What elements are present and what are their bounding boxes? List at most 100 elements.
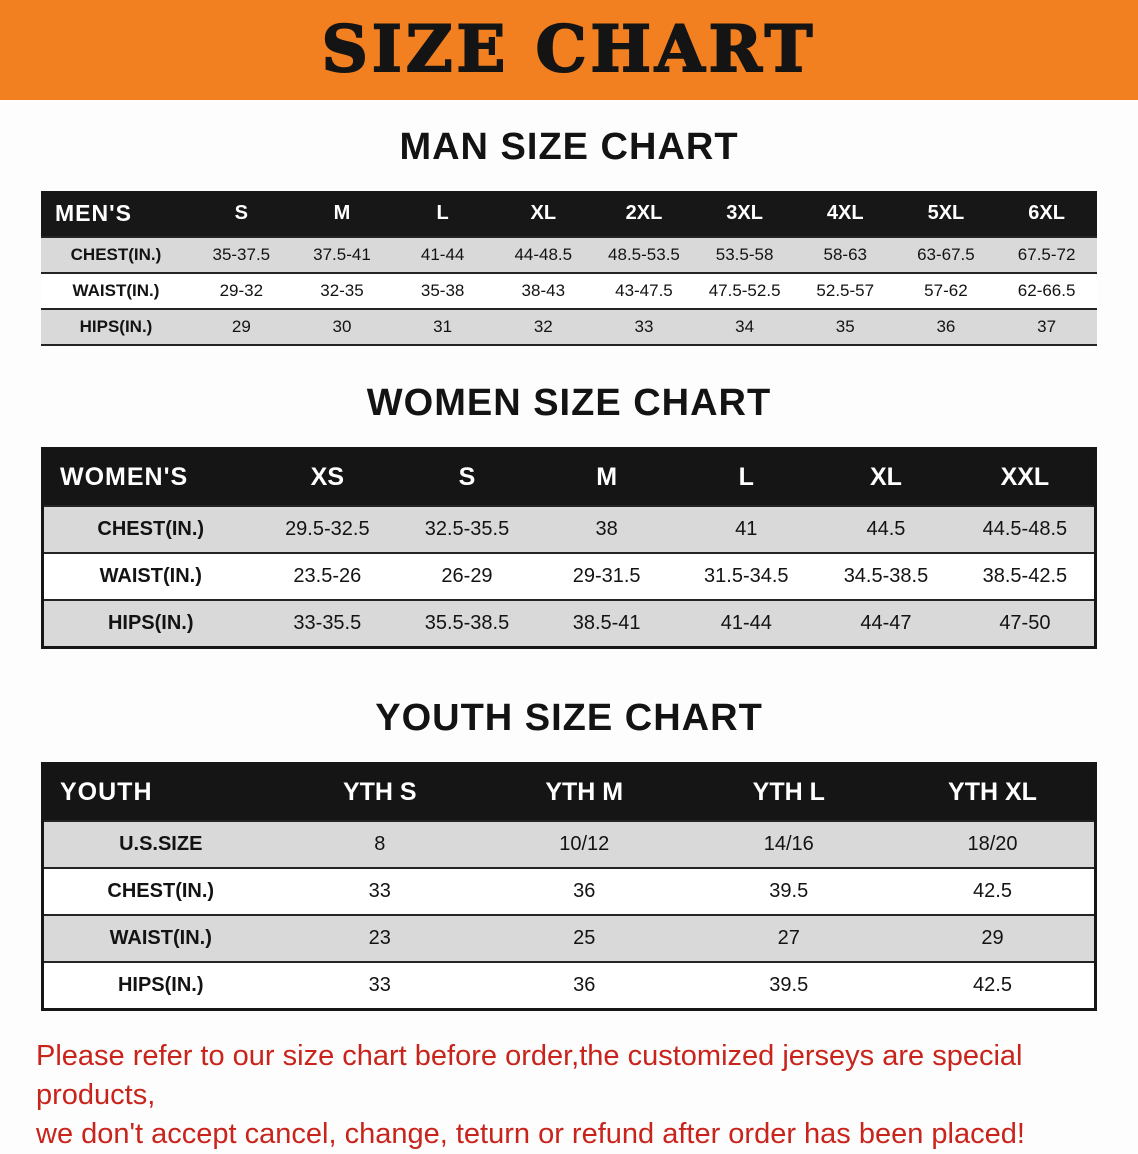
value-cell: 35-38 <box>392 272 493 309</box>
youth-chest-row: CHEST(IN.) 33 36 39.5 42.5 <box>42 867 1096 915</box>
value-cell: 34 <box>694 308 795 346</box>
men-waist-row: WAIST(IN.) 29-32 32-35 35-38 38-43 43-47… <box>41 272 1097 309</box>
men-chest-row: CHEST(IN.) 35-37.5 37.5-41 41-44 44-48.5… <box>41 236 1097 273</box>
value-cell: 14/16 <box>686 820 891 868</box>
women-chest-row: CHEST(IN.) 29.5-32.5 32.5-35.5 38 41 44.… <box>42 505 1096 553</box>
value-cell: 47.5-52.5 <box>694 272 795 309</box>
women-header-row: WOMEN'S XS S M L XL XXL <box>42 448 1096 506</box>
value-cell: 39.5 <box>686 961 891 1010</box>
women-table-title-cell: WOMEN'S <box>42 448 258 506</box>
value-cell: 53.5-58 <box>694 236 795 273</box>
youth-size-header-cell: YTH M <box>482 763 687 821</box>
value-cell: 31 <box>392 308 493 346</box>
value-cell: 42.5 <box>891 961 1096 1010</box>
row-label-cell: WAIST(IN.) <box>42 914 278 962</box>
row-label-cell: HIPS(IN.) <box>42 599 258 648</box>
value-cell: 38 <box>536 505 677 553</box>
value-cell: 57-62 <box>895 272 997 309</box>
disclaimer-line-1: Please refer to our size chart before or… <box>36 1040 1023 1112</box>
youth-hips-row: HIPS(IN.) 33 36 39.5 42.5 <box>42 961 1096 1010</box>
value-cell: 37.5-41 <box>291 236 393 273</box>
value-cell: 33 <box>277 961 482 1010</box>
value-cell: 23.5-26 <box>257 552 398 600</box>
value-cell: 8 <box>277 820 482 868</box>
youth-size-table: YOUTH YTH S YTH M YTH L YTH XL U.S.SIZE … <box>41 762 1097 1011</box>
value-cell: 18/20 <box>891 820 1096 868</box>
value-cell: 58-63 <box>794 236 896 273</box>
value-cell: 33 <box>593 308 695 346</box>
value-cell: 29 <box>891 914 1096 962</box>
men-size-header-cell: 5XL <box>895 191 997 237</box>
value-cell: 44-48.5 <box>492 236 594 273</box>
value-cell: 62-66.5 <box>996 272 1097 309</box>
row-label-cell: CHEST(IN.) <box>41 236 191 273</box>
row-label-cell: CHEST(IN.) <box>42 505 258 553</box>
value-cell: 43-47.5 <box>593 272 695 309</box>
value-cell: 36 <box>895 308 997 346</box>
value-cell: 25 <box>482 914 687 962</box>
men-size-header-cell: S <box>191 191 292 237</box>
value-cell: 39.5 <box>686 867 891 915</box>
value-cell: 29.5-32.5 <box>257 505 398 553</box>
women-size-header-cell: M <box>536 448 677 506</box>
value-cell: 29 <box>191 308 292 346</box>
value-cell: 33 <box>277 867 482 915</box>
value-cell: 30 <box>291 308 393 346</box>
women-size-header-cell: XXL <box>955 448 1096 506</box>
value-cell: 67.5-72 <box>996 236 1097 273</box>
value-cell: 33-35.5 <box>257 599 398 648</box>
men-size-header-cell: XL <box>492 191 594 237</box>
men-size-table: MEN'S S M L XL 2XL 3XL 4XL 5XL 6XL CHEST… <box>41 191 1097 346</box>
row-label-cell: HIPS(IN.) <box>42 961 278 1010</box>
value-cell: 29-32 <box>191 272 292 309</box>
value-cell: 32-35 <box>291 272 393 309</box>
value-cell: 41-44 <box>676 599 817 648</box>
value-cell: 52.5-57 <box>794 272 896 309</box>
value-cell: 44.5 <box>816 505 956 553</box>
men-hips-row: HIPS(IN.) 29 30 31 32 33 34 35 36 37 <box>41 308 1097 346</box>
youth-ussize-row: U.S.SIZE 8 10/12 14/16 18/20 <box>42 820 1096 868</box>
value-cell: 47-50 <box>955 599 1096 648</box>
men-size-header-cell: 3XL <box>694 191 795 237</box>
youth-size-header-cell: YTH L <box>686 763 891 821</box>
value-cell: 27 <box>686 914 891 962</box>
value-cell: 10/12 <box>482 820 687 868</box>
men-size-header-cell: L <box>392 191 493 237</box>
men-size-header-cell: 6XL <box>996 191 1097 237</box>
youth-size-header-cell: YTH S <box>277 763 482 821</box>
value-cell: 48.5-53.5 <box>593 236 695 273</box>
value-cell: 63-67.5 <box>895 236 997 273</box>
banner-title: SIZE CHART <box>321 12 817 87</box>
value-cell: 36 <box>482 961 687 1010</box>
value-cell: 41 <box>676 505 817 553</box>
row-label-cell: WAIST(IN.) <box>41 272 191 309</box>
youth-size-header-cell: YTH XL <box>891 763 1096 821</box>
women-size-table: WOMEN'S XS S M L XL XXL CHEST(IN.) 29.5-… <box>41 447 1097 649</box>
men-size-header-cell: 4XL <box>794 191 896 237</box>
youth-header-row: YOUTH YTH S YTH M YTH L YTH XL <box>42 763 1096 821</box>
value-cell: 35.5-38.5 <box>397 599 537 648</box>
disclaimer-line-2: we don't accept cancel, change, teturn o… <box>36 1118 1025 1151</box>
value-cell: 23 <box>277 914 482 962</box>
size-chart-banner: SIZE CHART <box>0 0 1138 100</box>
value-cell: 32.5-35.5 <box>397 505 537 553</box>
value-cell: 35 <box>794 308 896 346</box>
value-cell: 44.5-48.5 <box>955 505 1096 553</box>
women-size-header-cell: XL <box>816 448 956 506</box>
value-cell: 38.5-41 <box>536 599 677 648</box>
men-section-heading: MAN SIZE CHART <box>399 126 739 168</box>
youth-table-title-cell: YOUTH <box>42 763 278 821</box>
value-cell: 44-47 <box>816 599 956 648</box>
men-table-title-cell: MEN'S <box>41 191 191 237</box>
value-cell: 35-37.5 <box>191 236 292 273</box>
row-label-cell: CHEST(IN.) <box>42 867 278 915</box>
disclaimer-text: Please refer to our size chart before or… <box>36 1037 1108 1154</box>
value-cell: 36 <box>482 867 687 915</box>
value-cell: 29-31.5 <box>536 552 677 600</box>
men-header-row: MEN'S S M L XL 2XL 3XL 4XL 5XL 6XL <box>41 191 1097 237</box>
value-cell: 38-43 <box>492 272 594 309</box>
men-size-header-cell: 2XL <box>593 191 695 237</box>
women-hips-row: HIPS(IN.) 33-35.5 35.5-38.5 38.5-41 41-4… <box>42 599 1096 648</box>
value-cell: 34.5-38.5 <box>816 552 956 600</box>
row-label-cell: HIPS(IN.) <box>41 308 191 346</box>
